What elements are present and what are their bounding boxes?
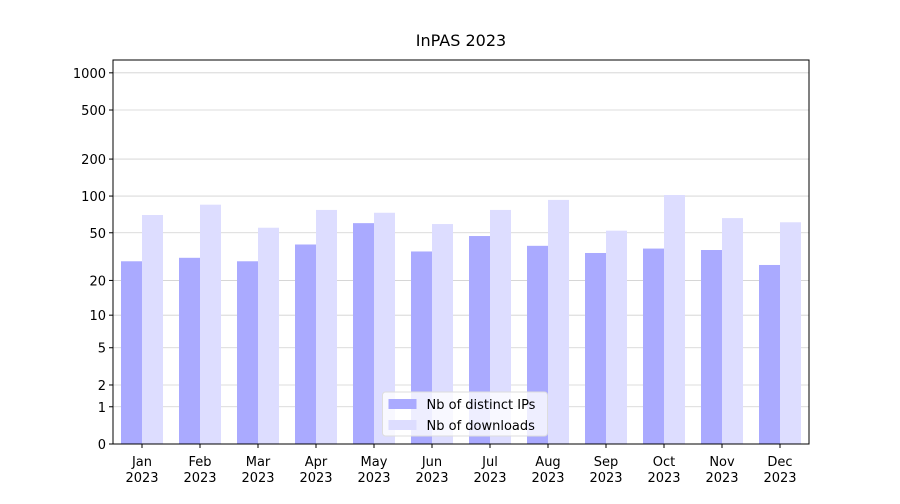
- y-tick-label: 10: [89, 309, 106, 324]
- x-tick-label: Dec 2023: [763, 455, 796, 486]
- bar: [353, 223, 374, 444]
- bar: [490, 209, 511, 444]
- bar: [701, 250, 722, 444]
- bar: [548, 199, 569, 444]
- x-tick-label: Apr 2023: [299, 455, 332, 486]
- x-tick-label: Jan 2023: [125, 455, 158, 486]
- chart-title: InPAS 2023: [416, 31, 506, 50]
- y-tick-label: 5: [98, 342, 106, 357]
- y-tick-label: 20: [89, 274, 106, 289]
- x-tick-label: May 2023: [357, 455, 390, 486]
- bar: [200, 204, 221, 444]
- bar: [759, 264, 780, 444]
- bar: [585, 252, 606, 444]
- bar: [374, 212, 395, 444]
- x-tick-label: Feb 2023: [183, 455, 216, 486]
- bar: [295, 244, 316, 444]
- y-tick-label: 200: [81, 153, 106, 168]
- x-tick-label: Jun 2023: [415, 455, 448, 486]
- y-tick-label: 500: [81, 104, 106, 119]
- y-tick-label: 2: [98, 379, 106, 394]
- y-tick-label: 1000: [73, 67, 106, 82]
- plot-frame: [112, 59, 810, 445]
- y-tick-label: 50: [89, 227, 106, 242]
- bar: [780, 222, 801, 444]
- bar: [237, 261, 258, 444]
- bar: [643, 248, 664, 444]
- legend: Nb of distinct IPs Nb of downloads: [382, 391, 548, 437]
- x-tick-label: Oct 2023: [647, 455, 680, 486]
- x-tick-label: Sep 2023: [589, 455, 622, 486]
- legend-swatch: [388, 420, 417, 430]
- legend-label: Nb of distinct IPs: [427, 398, 536, 413]
- y-tick-label: 0: [98, 438, 106, 453]
- bar: [664, 195, 685, 444]
- x-tick-label: Jul 2023: [473, 455, 506, 486]
- bar: [606, 230, 627, 444]
- legend-swatch: [388, 399, 417, 409]
- legend-box: [382, 391, 548, 437]
- bar: [432, 224, 453, 444]
- bar: [316, 209, 337, 444]
- legend-label: Nb of downloads: [427, 419, 536, 434]
- y-tick-label: 1: [98, 401, 106, 416]
- bar: [142, 214, 163, 444]
- x-tick-label: Mar 2023: [241, 455, 274, 486]
- y-tick-label: 100: [81, 190, 106, 205]
- bar: [121, 261, 142, 444]
- bar: [722, 218, 743, 444]
- x-tick-label: Aug 2023: [531, 455, 564, 486]
- bar: [179, 257, 200, 444]
- x-tick-label: Nov 2023: [705, 455, 738, 486]
- bar: [258, 227, 279, 444]
